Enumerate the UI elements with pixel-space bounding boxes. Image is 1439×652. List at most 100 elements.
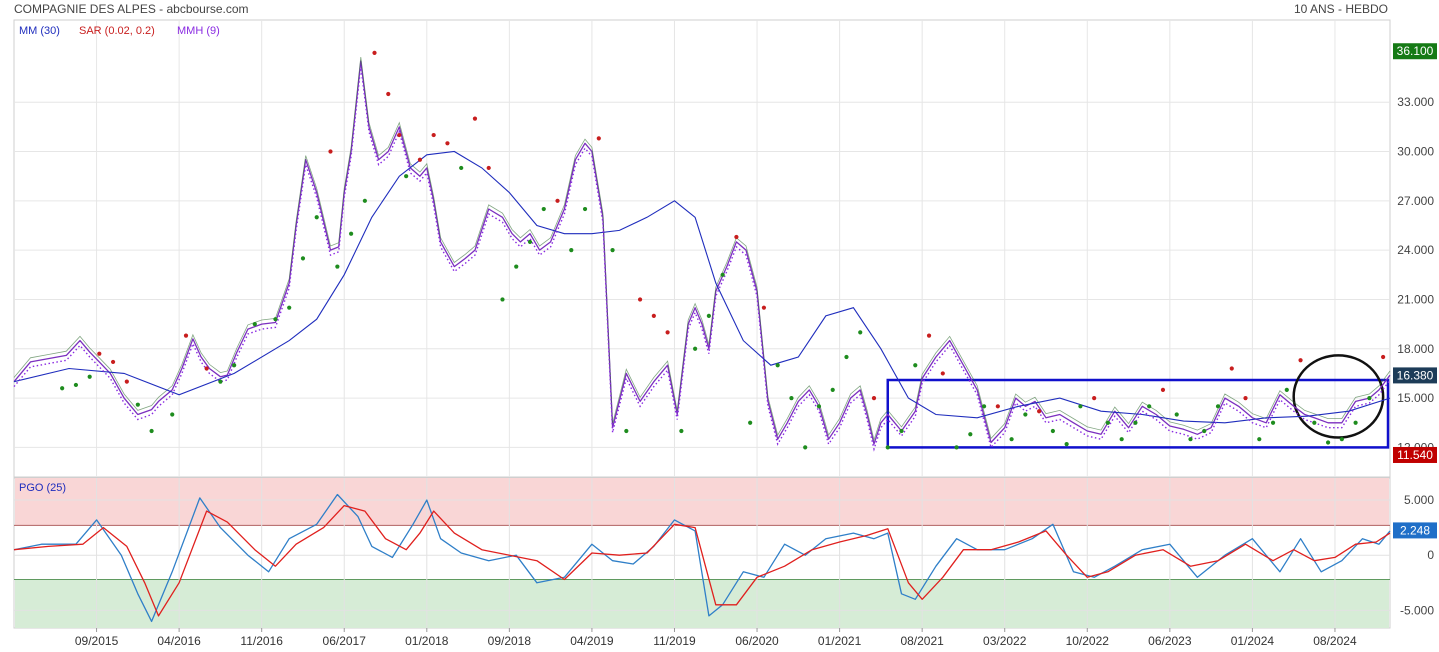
price-panel: 36.100 33.000 30.000 27.000 24.000 21.000 18.0… [13,19,1437,478]
sar-dot [926,333,932,338]
pgo-panel: 5.000 2.248 0 -5.000 PGO (25) [13,477,1437,629]
sar-dot [372,50,377,55]
price-y-tick-label: 21.000 [1397,292,1434,306]
sar-dot [816,404,822,409]
x-tick-label: 06/2020 [735,634,779,648]
sar-dot [170,412,175,417]
sar-dot [124,379,129,384]
sar-dot [1312,420,1317,425]
sar-dot [1133,420,1138,425]
sar-dot [844,354,849,360]
sar-dot [1257,437,1262,442]
sar-dot [1367,395,1372,401]
sar-dot [830,387,835,392]
x-tick-label: 08/2021 [900,634,944,648]
sar-dot [252,322,257,327]
x-tick-label: 09/2018 [488,634,532,648]
sar-dot [1160,387,1166,392]
sar-dot [1078,404,1083,409]
sar-dot [940,371,945,376]
sar-dot [1023,412,1028,417]
sar-dot [1229,366,1234,371]
sar-dot [1174,412,1179,417]
sar-dot [328,149,333,154]
sar-dot [1215,404,1221,409]
sar-dot [314,215,319,220]
chart-title: COMPAGNIE DES ALPES - abcbourse.com [14,2,249,16]
x-tick-label: 06/2017 [323,634,367,648]
sar-dot [1119,437,1124,442]
price-value-label: 36.100 [1397,44,1434,58]
x-axis: 09/2015 04/2016 11/2016 06/2017 01/2018 09/20… [75,628,1357,648]
sar-dot [417,157,423,162]
sar-dot [135,402,140,407]
sar-dot [514,264,519,269]
sar-dot [1188,437,1193,442]
x-tick-label: 06/2023 [1148,634,1192,648]
x-tick-label: 11/2019 [653,634,696,648]
legend-item-2: MMH (9) [177,25,220,37]
pgo-y-tick-label: 5.000 [1404,493,1434,507]
sar-dot [555,198,560,203]
price-last-label: 16.380 [1397,368,1434,382]
sar-dot [1298,358,1303,363]
pgo-series-signal [13,504,1391,617]
pgo-overbought-zone [15,478,1389,526]
sar-dot [1381,354,1386,360]
pgo-y-tick-label: -5.000 [1400,603,1434,617]
sar-dot [1064,442,1069,447]
pgo-y-ticks: 5.000 2.248 0 -5.000 [1393,493,1437,617]
pgo-y-tick-label: 0 [1427,548,1434,562]
x-tick-label: 01/2024 [1231,634,1275,648]
sar-dot [679,428,684,434]
sar-dot [60,386,65,391]
pgo-value-badge [1393,522,1437,539]
sar-dot [1284,387,1289,392]
sar-dot [582,206,588,212]
sar-dot [995,404,1000,409]
sar-dot [431,132,436,138]
pgo-series [13,493,1391,623]
x-tick-label: 01/2021 [818,634,862,648]
pgo-oversold-zone [15,579,1389,628]
sar-dot [899,428,904,434]
sar-dot [1270,420,1276,425]
pgo-series-pgo [13,493,1391,623]
price-legend: MM (30) SAR (0.02, 0.2) MMH (9) [19,25,220,37]
sar-dot [232,363,237,368]
sar-dot [596,136,601,141]
sar-dot [637,297,643,302]
price-annotations [886,354,1390,449]
x-tick-label: 01/2018 [405,634,449,648]
sar-dot [1243,395,1248,401]
price-y-tick-label: 30.000 [1397,145,1434,159]
sar-dot [651,313,656,318]
sar-dot [1105,420,1111,425]
sar-dot [300,256,306,261]
sar-dot [287,305,292,310]
sar-dot [913,363,918,368]
sar-dot [706,313,711,318]
sar-dot [349,231,354,236]
sar-dot [885,445,890,450]
sar-dot [1050,428,1055,434]
price-series [13,50,1391,452]
sar-dot [858,330,863,335]
sar-dot [386,91,391,97]
sar-dot [1325,440,1331,445]
sar-dot [1353,420,1358,425]
sar-dot [748,420,753,425]
sar-dot [803,445,808,450]
sar-dot [486,165,491,171]
sar-dot [397,132,402,138]
sar-dot [981,404,987,409]
x-tick-label: 11/2016 [240,634,283,648]
price-y-tick-label: 18.000 [1397,342,1434,356]
price-value-badge [1393,446,1437,463]
sar-dot [1092,395,1097,401]
price-panel-frame [13,19,1391,478]
sar-dot [527,239,533,245]
sar-dot [97,351,102,356]
sar-dot [1009,437,1014,442]
